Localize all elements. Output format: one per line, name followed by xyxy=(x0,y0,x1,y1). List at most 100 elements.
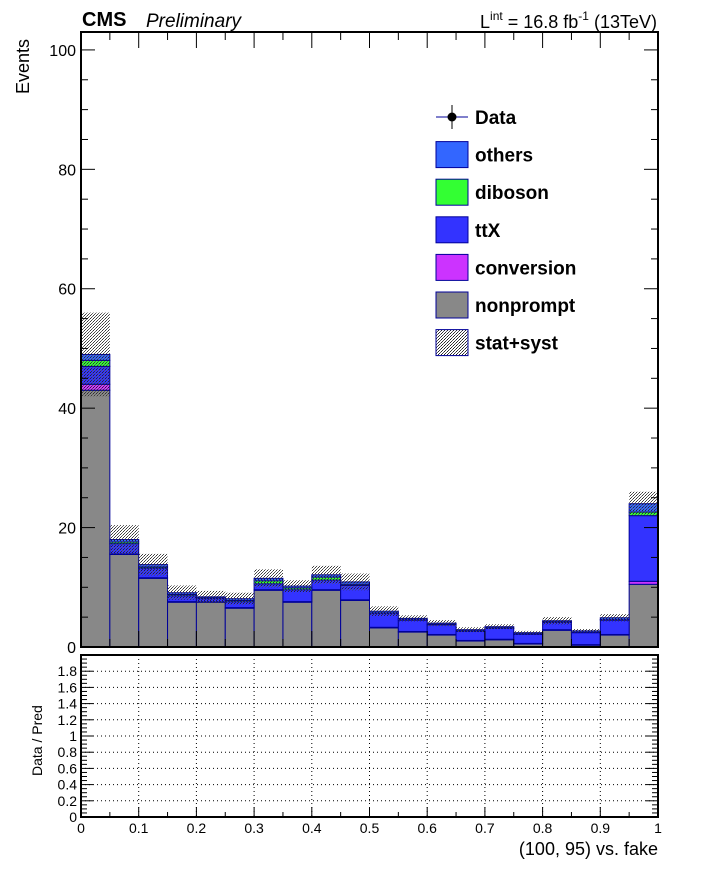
uncertainty-bin xyxy=(629,491,658,516)
legend-label: nonprompt xyxy=(475,296,576,317)
ratio-y-tick-label: 1.8 xyxy=(58,663,78,679)
uncertainty-bin xyxy=(513,630,543,635)
uncertainty-band xyxy=(81,312,658,635)
main-frame xyxy=(80,31,659,648)
bar-ttX xyxy=(426,624,457,635)
x-tick-label: 0.9 xyxy=(591,820,611,836)
ratio-frame xyxy=(80,654,659,818)
bar-nonprompt xyxy=(253,589,284,648)
bar-ttX xyxy=(570,632,601,646)
legend-label: ttX xyxy=(475,221,501,242)
legend-hatch-swatch xyxy=(435,329,469,357)
uncertainty-bin xyxy=(456,627,485,633)
uncertainty-bin xyxy=(369,606,399,616)
ratio-y-tick-label: 1 xyxy=(69,728,77,744)
legend-marker-dot xyxy=(447,112,457,122)
stacked-histogram xyxy=(80,353,659,648)
bar-ttX xyxy=(599,619,630,635)
y-tick-label: 100 xyxy=(49,43,76,60)
uncertainty-bin xyxy=(311,565,341,584)
bar-nonprompt xyxy=(599,634,630,648)
ratio-ticks: 00.20.40.60.811.21.41.61.80 0.1 0.2 0.3 0.4 0… xyxy=(58,654,662,836)
ratio-y-tick-label: 0.6 xyxy=(58,760,78,776)
lumi-value: = 16.8 fb xyxy=(503,12,579,32)
uncertainty-bin xyxy=(398,615,428,622)
bar-nonprompt xyxy=(542,629,572,648)
experiment-label: CMS xyxy=(82,9,126,31)
bar-nonprompt xyxy=(195,601,226,648)
bar-ttX xyxy=(484,627,515,640)
y-axis-title: Events xyxy=(13,39,33,94)
y-tick-label: 0 xyxy=(67,640,76,657)
uncertainty-bin xyxy=(109,525,139,554)
ratio-y-tick-label: 0.8 xyxy=(58,744,78,760)
ratio-panel: 00.20.40.60.811.21.41.61.80 0.1 0.2 0.3 0.4 0… xyxy=(29,654,662,859)
ratio-y-tick-label: 0.2 xyxy=(58,793,78,809)
ratio-y-tick-label: 1.6 xyxy=(58,679,78,695)
main-panel: 0 20 40 60 80 100 Events Data others diboson ttX… xyxy=(13,31,659,657)
uncertainty-bin xyxy=(484,624,514,630)
x-tick-label: 1 xyxy=(654,820,662,836)
legend: Data others diboson ttX conversion nonprompt s… xyxy=(435,105,576,357)
ratio-y-tick-label: 0 xyxy=(69,809,77,825)
uncertainty-bin xyxy=(196,590,226,603)
ratio-y-tick-label: 1.4 xyxy=(58,696,78,712)
y-tick-label: 20 xyxy=(58,521,76,538)
x-tick-label: 0.7 xyxy=(475,820,495,836)
bar-ttX xyxy=(628,515,659,582)
lumi-energy: (13TeV) xyxy=(589,12,657,32)
x-tick-label: 0.6 xyxy=(417,820,437,836)
bar-nonprompt xyxy=(167,601,197,648)
legend-label: Data xyxy=(475,108,517,129)
x-tick-label: 0.8 xyxy=(533,820,553,836)
ratio-grid xyxy=(80,655,659,818)
uncertainty-bin xyxy=(282,580,312,593)
legend-swatch-others xyxy=(435,141,469,169)
ratio-y-axis-title: Data / Pred xyxy=(29,705,45,776)
ratio-y-tick-label: 1.2 xyxy=(58,712,78,728)
x-tick-label: 0.5 xyxy=(360,820,380,836)
x-tick-label: 0.1 xyxy=(129,820,149,836)
y-tick-label: 40 xyxy=(58,401,76,418)
bar-nonprompt xyxy=(138,577,169,648)
legend-label: conversion xyxy=(475,258,576,279)
uncertainty-bin xyxy=(81,312,110,397)
uncertainty-bin xyxy=(427,620,457,627)
bar-nonprompt xyxy=(109,553,140,648)
lumi-prefix: L xyxy=(480,12,490,32)
uncertainty-bin xyxy=(138,553,168,576)
bar-nonprompt xyxy=(282,601,313,648)
legend-label: stat+syst xyxy=(475,334,559,355)
y-tick-label: 80 xyxy=(58,162,76,179)
uncertainty-bin xyxy=(254,569,283,588)
x-tick-label: 0.3 xyxy=(244,820,264,836)
uncertainty-bin xyxy=(571,629,601,633)
bar-nonprompt xyxy=(340,599,370,648)
lumi-sup: int xyxy=(490,9,503,23)
legend-swatch-nonprompt xyxy=(435,291,469,319)
legend-label: diboson xyxy=(475,183,549,204)
uncertainty-bin xyxy=(340,573,370,591)
uncertainty-bin xyxy=(600,614,630,622)
uncertainty-bin xyxy=(225,592,255,605)
x-tick-label: 0 xyxy=(77,820,85,836)
bar-nonprompt xyxy=(628,583,659,648)
bar-nonprompt xyxy=(484,639,515,648)
legend-swatch-ttX xyxy=(435,216,469,244)
bar-nonprompt xyxy=(426,634,457,648)
legend-label: others xyxy=(475,146,533,167)
uncertainty-bin xyxy=(167,585,197,600)
x-axis-title: (100, 95) vs. fake xyxy=(519,839,658,859)
x-tick-label: 0.4 xyxy=(302,820,322,836)
bar-ttX xyxy=(455,630,486,641)
bar-nonprompt xyxy=(397,631,428,648)
uncertainty-bin xyxy=(542,617,572,625)
ratio-y-tick-label: 0.4 xyxy=(58,777,78,793)
legend-swatch-conversion xyxy=(435,253,469,281)
x-tick-label: 0.2 xyxy=(187,820,207,836)
bar-nonprompt xyxy=(224,607,255,648)
bar-ttX xyxy=(513,633,544,644)
bar-nonprompt xyxy=(80,389,111,648)
